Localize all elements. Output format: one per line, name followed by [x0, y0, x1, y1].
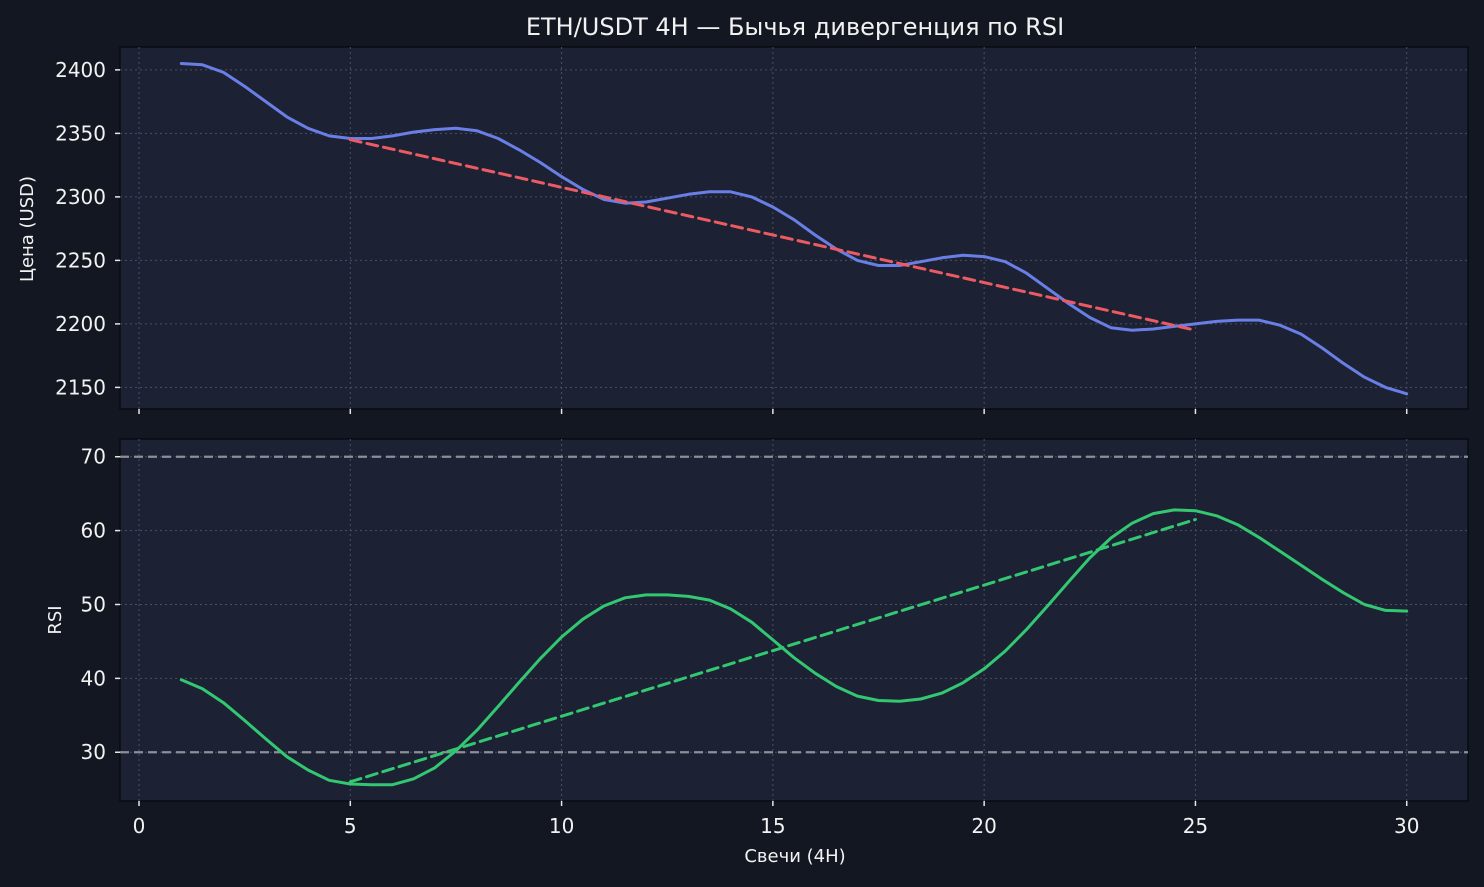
price-ticks: 2150 2200 2250 2300 2350 2400 [55, 58, 1408, 414]
rsi-lines [179, 508, 1409, 787]
price-panel: 2150 2200 2250 2300 2350 2400 Цена (USD) [17, 46, 1469, 414]
rsi-y-tick-label: 70 [81, 445, 106, 469]
x-tick-label: 5 [344, 814, 357, 838]
chart-title: ETH/USDT 4H — Бычья дивергенция по RSI [526, 13, 1064, 41]
rsi-y-tick-label: 40 [81, 666, 106, 690]
rsi-y-tick-label: 60 [81, 519, 106, 543]
price-series-line [179, 62, 1409, 396]
x-axis-label: Свечи (4H) [744, 846, 845, 867]
rsi-series-line [179, 508, 1409, 787]
rsi-panel: 0 5 10 15 20 25 30 30 40 50 60 70 RSI Свечи (4H) [45, 438, 1469, 867]
price-y-tick-label: 2250 [55, 248, 106, 272]
rsi-y-axis-label: RSI [45, 605, 66, 634]
x-tick-label: 0 [133, 814, 146, 838]
x-tick-label: 10 [549, 814, 574, 838]
price-grid [120, 47, 1468, 409]
price-y-tick-label: 2200 [55, 312, 106, 336]
rsi-trend-line [348, 518, 1197, 784]
rsi-ticks: 0 5 10 15 20 25 30 30 40 50 60 70 [81, 445, 1420, 838]
rsi-reference-lines [120, 455, 1468, 754]
rsi-grid [120, 439, 1468, 801]
price-plot-background [119, 46, 1469, 410]
rsi-y-tick-label: 50 [81, 592, 106, 616]
rsi-plot-background [119, 438, 1469, 802]
price-y-tick-label: 2400 [55, 58, 106, 82]
price-y-tick-label: 2350 [55, 121, 106, 145]
rsi-y-tick-label: 30 [81, 740, 106, 764]
price-y-tick-label: 2150 [55, 375, 106, 399]
price-lines [179, 62, 1409, 396]
price-y-tick-label: 2300 [55, 185, 106, 209]
x-tick-label: 20 [971, 814, 996, 838]
x-tick-label: 15 [760, 814, 785, 838]
price-trend-line [348, 138, 1197, 332]
x-tick-label: 30 [1394, 814, 1419, 838]
price-y-axis-label: Цена (USD) [17, 176, 38, 282]
x-tick-label: 25 [1183, 814, 1208, 838]
